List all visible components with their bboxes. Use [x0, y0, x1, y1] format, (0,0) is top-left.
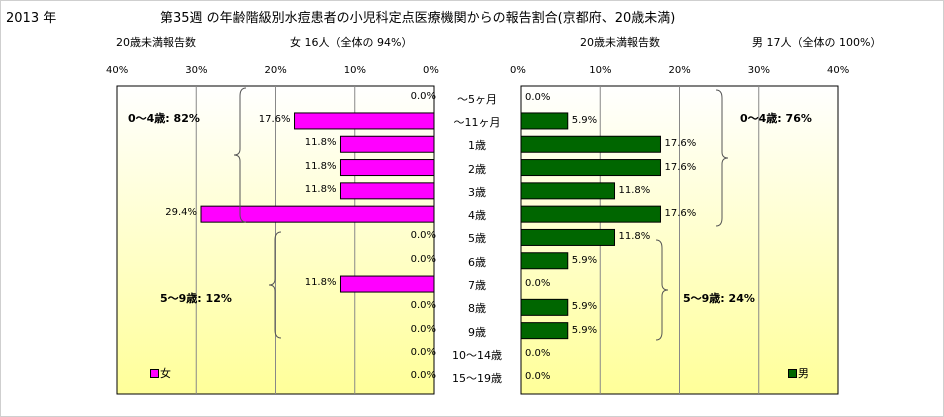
female-data-label: 0.0%	[410, 370, 436, 382]
m-bar	[520, 182, 616, 200]
category-label: 4歳	[468, 209, 486, 223]
m-bar	[520, 112, 569, 130]
f-tick-label: 40%	[106, 65, 129, 76]
female-legend-label: 女	[160, 367, 171, 380]
category-label: 2歳	[468, 162, 486, 176]
m-tick-label: 10%	[589, 65, 612, 76]
f-bar	[339, 275, 435, 293]
female-data-label: 11.8%	[304, 137, 337, 149]
male-data-label: 17.6%	[664, 138, 697, 150]
category-label: 9歳	[468, 325, 486, 339]
f-tick-label: 10%	[343, 65, 366, 76]
f-bar	[339, 135, 435, 153]
female-data-label: 0.0%	[410, 90, 436, 102]
female-data-label: 11.8%	[304, 160, 337, 172]
male-data-label: 17.6%	[664, 208, 697, 220]
m-bar	[520, 228, 616, 246]
male-legend-swatch	[788, 369, 797, 378]
group-brace	[268, 231, 282, 339]
female-legend-swatch	[150, 369, 159, 378]
category-label: ～11ヶ月	[453, 115, 501, 129]
m-tick-label: 40%	[827, 65, 850, 76]
bars	[200, 112, 661, 340]
category-label: ～5ヶ月	[457, 92, 497, 106]
chart-title: 第35週 の年齢階級別水痘患者の小児科定点医療機関からの報告割合(京都府、20歳…	[160, 11, 676, 26]
female-data-label: 11.8%	[304, 183, 337, 195]
m-tick-label: 20%	[668, 65, 691, 76]
group-brace	[655, 239, 669, 341]
group-brace	[715, 89, 729, 227]
m-bar	[520, 298, 569, 316]
right-count-text: 男 17人（全体の 100%）	[752, 36, 882, 49]
male-data-label: 5.9%	[571, 324, 598, 336]
m-bar	[520, 322, 569, 340]
female-data-label: 0.0%	[410, 230, 436, 242]
category-label: 7歳	[468, 279, 486, 293]
right-group2-label: 5～9歳: 24%	[683, 292, 755, 305]
year-label: 2013 年	[6, 11, 57, 26]
male-data-label: 11.8%	[618, 231, 651, 243]
category-label: 5歳	[468, 232, 486, 246]
male-data-label: 0.0%	[525, 347, 551, 359]
category-label: 1歳	[468, 139, 486, 153]
f-tick-label: 20%	[264, 65, 287, 76]
category-label: 6歳	[468, 255, 486, 269]
female-data-label: 11.8%	[304, 277, 337, 289]
right-group1-label: 0～4歳: 76%	[740, 112, 812, 125]
female-data-label: 0.0%	[410, 323, 436, 335]
left-group2-label: 5～9歳: 12%	[160, 292, 232, 305]
category-label: 10～14歳	[452, 348, 502, 362]
male-data-label: 5.9%	[571, 114, 598, 126]
male-legend-label: 男	[798, 367, 809, 380]
group-braces	[233, 87, 729, 341]
m-bar	[520, 252, 569, 270]
female-data-label: 0.0%	[410, 253, 436, 265]
female-data-label: 0.0%	[410, 300, 436, 312]
f-bar	[200, 205, 435, 223]
category-label: 8歳	[468, 302, 486, 316]
m-bar	[520, 205, 661, 223]
male-data-label: 11.8%	[618, 184, 651, 196]
f-tick-label: 0%	[423, 65, 439, 76]
m-tick-label: 0%	[510, 65, 526, 76]
male-data-label: 0.0%	[525, 91, 551, 103]
female-data-label: 0.0%	[410, 346, 436, 358]
f-tick-label: 30%	[185, 65, 208, 76]
left-group1-label: 0～4歳: 82%	[128, 112, 200, 125]
male-data-label: 0.0%	[525, 278, 551, 290]
female-data-label: 29.4%	[165, 207, 197, 219]
f-bar	[339, 159, 435, 177]
male-data-label: 17.6%	[664, 161, 697, 173]
male-data-label: 5.9%	[571, 254, 598, 266]
group-brace	[233, 87, 247, 223]
left-count-text: 女 16人（全体の 94%）	[290, 36, 413, 49]
right-subtitle: 20歳未満報告数	[580, 36, 660, 49]
category-label: 15～19歳	[452, 372, 502, 386]
m-bar	[520, 159, 661, 177]
left-subtitle: 20歳未満報告数	[116, 36, 196, 49]
male-data-label: 0.0%	[525, 371, 551, 383]
category-label: 3歳	[468, 185, 486, 199]
m-tick-label: 30%	[747, 65, 770, 76]
f-bar	[294, 112, 435, 130]
female-data-label: 17.6%	[258, 113, 291, 125]
f-bar	[339, 182, 435, 200]
male-data-label: 5.9%	[571, 301, 598, 313]
m-bar	[520, 135, 661, 153]
